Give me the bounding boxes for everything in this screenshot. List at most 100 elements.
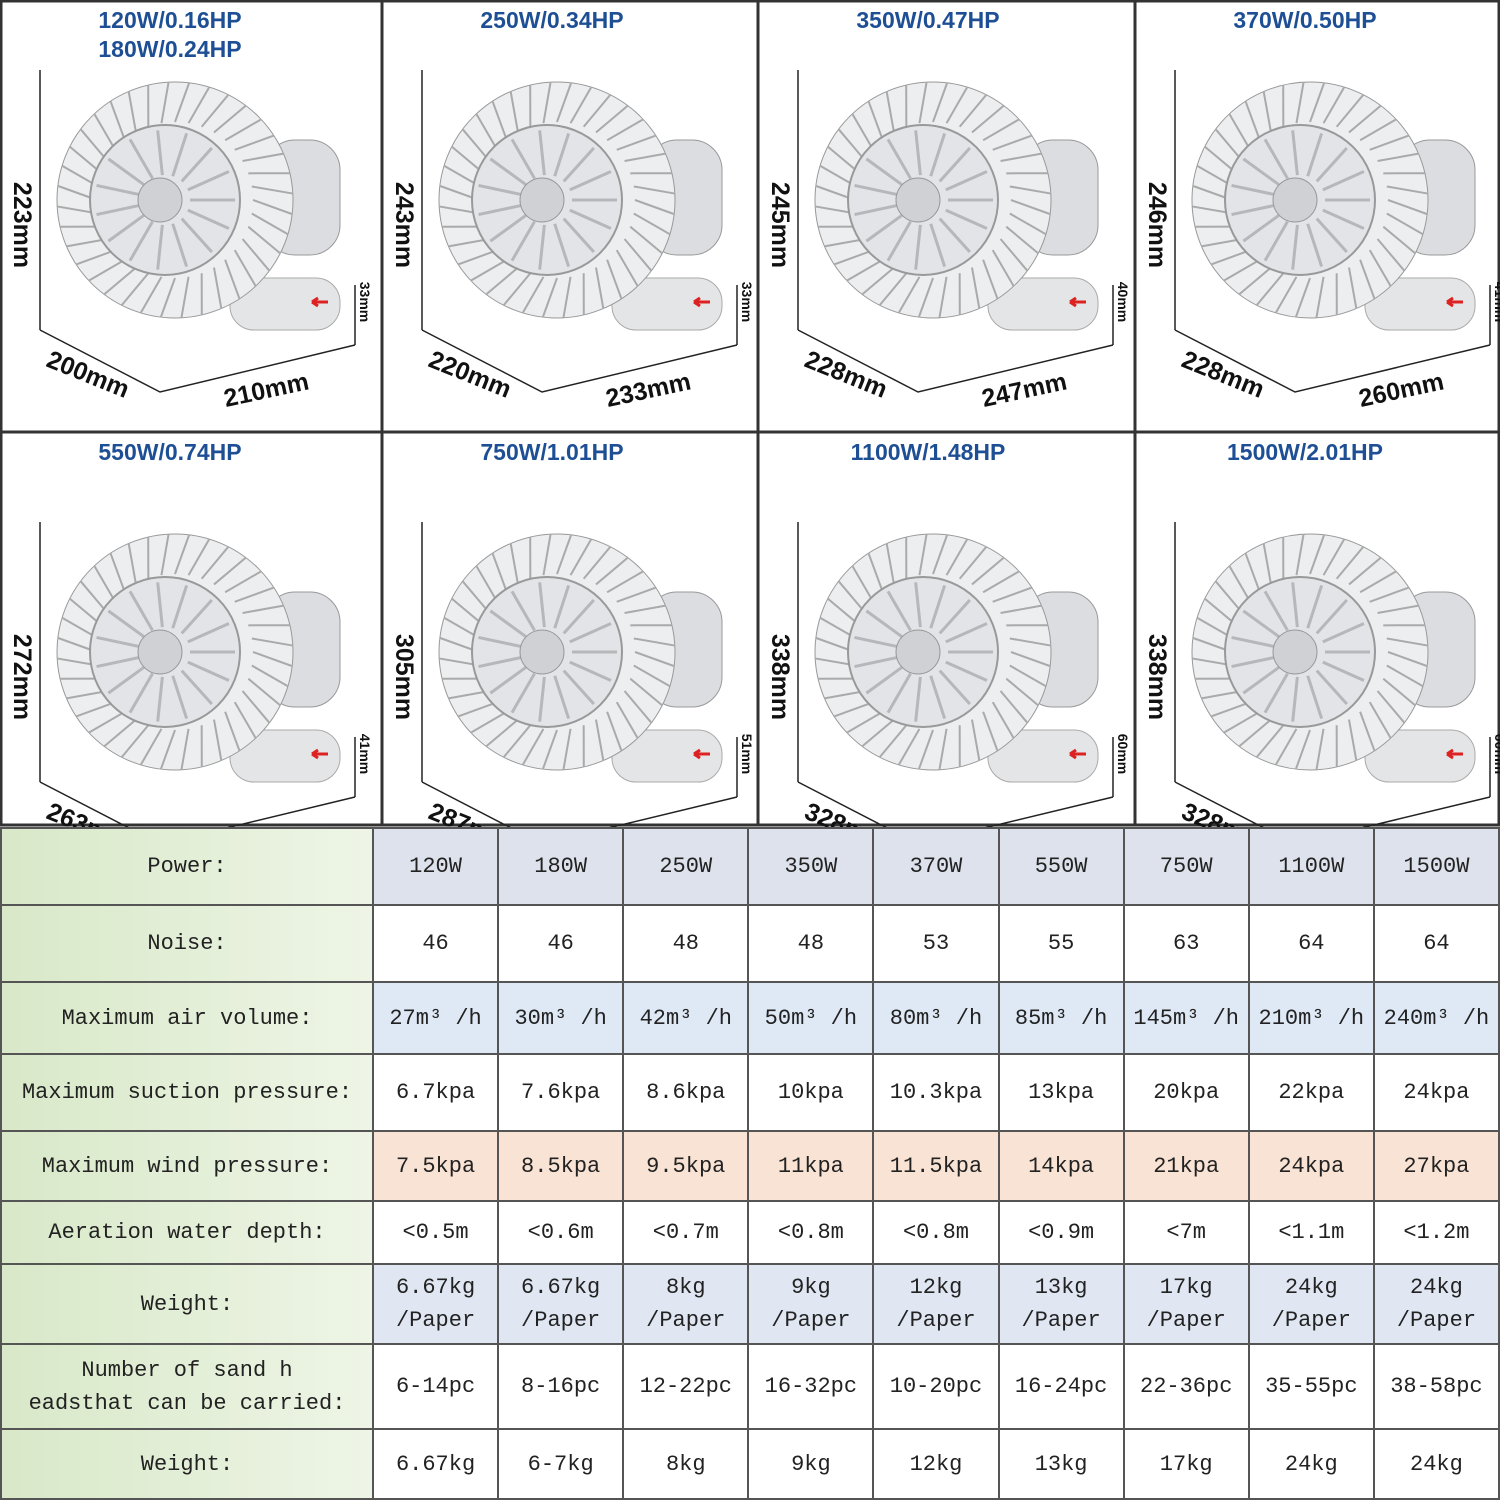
fin bbox=[224, 259, 241, 300]
power-title: 120W/0.16HP bbox=[98, 7, 241, 33]
hub bbox=[895, 177, 941, 223]
cell: 210m³ /h bbox=[1247, 981, 1375, 1055]
fin bbox=[109, 552, 126, 593]
fin bbox=[851, 565, 875, 603]
rib bbox=[1242, 609, 1281, 639]
rib bbox=[854, 183, 899, 197]
rib bbox=[854, 635, 899, 649]
fin bbox=[1309, 82, 1326, 123]
fin bbox=[470, 710, 508, 734]
fin bbox=[541, 277, 558, 318]
fin bbox=[1377, 604, 1419, 614]
fin bbox=[160, 82, 170, 124]
cell: 13kg bbox=[997, 1428, 1125, 1500]
rib bbox=[96, 183, 141, 197]
height-label: 272mm bbox=[8, 634, 36, 720]
fin bbox=[991, 701, 1015, 739]
row-label: Weight: bbox=[0, 1428, 374, 1500]
rib bbox=[569, 622, 612, 644]
fin bbox=[999, 690, 1029, 724]
fin bbox=[606, 711, 623, 752]
rib bbox=[562, 217, 595, 254]
fin bbox=[1000, 152, 1042, 162]
fin bbox=[1274, 276, 1298, 314]
port-label: 60mm bbox=[1492, 734, 1500, 774]
hub bbox=[137, 629, 183, 675]
fin bbox=[1005, 225, 1039, 255]
rib bbox=[929, 132, 947, 177]
cell: 48 bbox=[622, 904, 750, 983]
fin bbox=[93, 565, 117, 603]
fin bbox=[1294, 277, 1311, 318]
power-title: 750W/1.01HP bbox=[480, 439, 623, 465]
rib bbox=[569, 208, 612, 230]
rib bbox=[1263, 138, 1289, 180]
fin bbox=[1387, 651, 1428, 668]
fin bbox=[127, 91, 137, 133]
fin bbox=[1348, 104, 1382, 134]
fin bbox=[897, 728, 921, 766]
table-row: Weight: 6.67kg/Paper 6.67kg/Paper 8kg/Paper… bbox=[0, 1263, 1500, 1345]
fin bbox=[247, 677, 281, 707]
fin bbox=[213, 267, 223, 309]
fin bbox=[159, 277, 176, 318]
fin bbox=[103, 718, 137, 748]
rib bbox=[180, 669, 213, 706]
dim-line bbox=[39, 781, 356, 827]
power-title: 180W/0.24HP bbox=[98, 36, 241, 62]
row-label-line: Number of sand h bbox=[81, 1357, 293, 1383]
rib bbox=[96, 203, 141, 217]
panel: 750W/1.01HP305mm51mm287mm302mm bbox=[390, 439, 755, 827]
fin bbox=[1255, 272, 1285, 306]
fin bbox=[1386, 637, 1428, 647]
cell: 750W bbox=[1122, 827, 1250, 906]
fin bbox=[1348, 267, 1358, 309]
cell: 120W bbox=[371, 827, 500, 906]
fin bbox=[582, 94, 612, 128]
cell: 27m³ /h bbox=[371, 981, 500, 1055]
power-title: 370W/0.50HP bbox=[1233, 7, 1376, 33]
cell: 6-14pc bbox=[371, 1343, 500, 1430]
rib bbox=[929, 675, 947, 720]
hub bbox=[519, 177, 565, 223]
fin bbox=[1382, 225, 1416, 255]
fin bbox=[139, 276, 163, 314]
fin bbox=[75, 701, 116, 718]
rib bbox=[945, 660, 988, 682]
row-label-line: Maximum wind pressure: bbox=[41, 1153, 333, 1179]
row-label: Aeration water depth: bbox=[0, 1200, 374, 1265]
fin bbox=[241, 690, 271, 724]
cell: 64 bbox=[1372, 904, 1500, 983]
fin bbox=[971, 104, 1005, 134]
fin bbox=[224, 118, 262, 142]
fin bbox=[861, 718, 895, 748]
fin bbox=[1376, 238, 1406, 272]
fin bbox=[861, 266, 895, 296]
fin bbox=[174, 534, 191, 575]
cell: 6.67kg/Paper bbox=[371, 1263, 500, 1345]
height-label: 223mm bbox=[8, 182, 36, 268]
arrow bbox=[311, 748, 328, 760]
cell: 17kg bbox=[1122, 1428, 1250, 1500]
cell: 20kpa bbox=[1122, 1053, 1250, 1132]
cell: 370W bbox=[872, 827, 1000, 906]
fin bbox=[1386, 664, 1424, 688]
power-title: 1500W/2.01HP bbox=[1227, 439, 1383, 465]
rib bbox=[510, 138, 536, 180]
cell: 55 bbox=[997, 904, 1125, 983]
rib bbox=[180, 598, 213, 635]
power-title: 250W/0.34HP bbox=[480, 7, 623, 33]
rib bbox=[489, 213, 528, 243]
cell-line: 12kg bbox=[909, 1275, 963, 1300]
rib bbox=[107, 665, 146, 695]
cell: 8.5kpa bbox=[497, 1130, 625, 1202]
fin bbox=[1382, 677, 1416, 707]
fin bbox=[556, 534, 573, 575]
rib bbox=[1315, 598, 1348, 635]
fin bbox=[103, 266, 137, 296]
rib bbox=[1231, 183, 1276, 197]
fin bbox=[999, 238, 1029, 272]
fin bbox=[1210, 701, 1251, 718]
fin bbox=[958, 546, 988, 580]
